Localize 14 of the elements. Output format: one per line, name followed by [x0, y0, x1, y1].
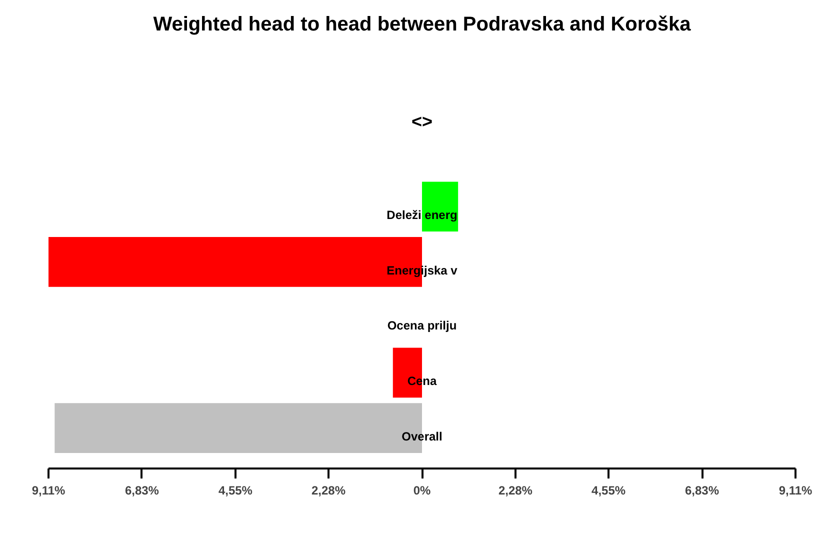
x-tick-label: 2,28%	[498, 484, 533, 498]
chart-title: Weighted head to head between Podravska and Koroška	[153, 14, 692, 36]
y-tick-label: Deleži energ	[386, 208, 458, 222]
x-tick-label: 4,55%	[218, 484, 253, 498]
x-tick-label: 6,83%	[685, 484, 720, 498]
x-tick-label: 2,28%	[312, 484, 346, 498]
x-tick-label: 9,11%	[778, 484, 813, 498]
x-tick-label: 4,55%	[592, 484, 626, 498]
y-tick-label: Ocena prilju	[387, 318, 457, 333]
y-tick-label: Overall	[402, 429, 442, 444]
x-tick-label: 0%	[413, 484, 431, 498]
x-tick-label: 6,83%	[124, 484, 160, 498]
x-tick-label: 9,11%	[32, 484, 66, 498]
text: <>	[411, 111, 433, 132]
